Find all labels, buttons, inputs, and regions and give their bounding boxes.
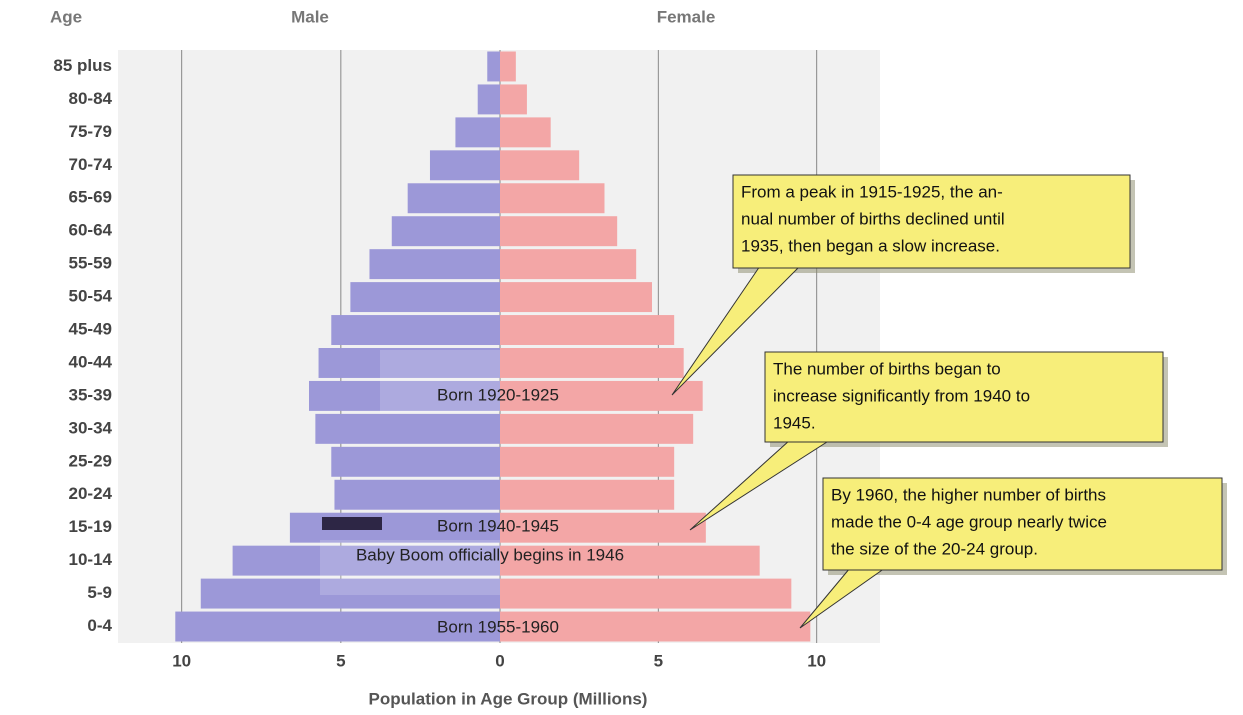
bar xyxy=(500,117,551,148)
x-tick-label: 5 xyxy=(654,651,663,670)
highlight xyxy=(320,540,500,595)
bars xyxy=(175,51,811,642)
overlays xyxy=(320,350,500,595)
bar xyxy=(175,611,501,642)
bar xyxy=(200,578,500,609)
bar xyxy=(500,413,694,444)
bar xyxy=(331,315,500,345)
bar xyxy=(350,282,500,313)
y-tick-label: 5-9 xyxy=(87,583,112,602)
bar xyxy=(477,84,500,115)
bar xyxy=(500,611,811,642)
y-tick-label: 75-79 xyxy=(69,122,112,141)
bar xyxy=(500,183,605,214)
callout-box xyxy=(732,174,1131,269)
y-tick-label: 25-29 xyxy=(69,451,112,470)
y-tick-label: 30-34 xyxy=(69,418,113,437)
callout-text: 1945. xyxy=(773,413,816,432)
bar xyxy=(391,216,500,247)
y-tick-label: 35-39 xyxy=(69,385,112,404)
bar xyxy=(500,380,703,411)
bar xyxy=(500,545,760,576)
bar xyxy=(487,51,500,82)
bar xyxy=(455,117,500,148)
y-tick-label: 80-84 xyxy=(69,89,113,108)
bar xyxy=(500,479,675,510)
bar xyxy=(309,380,500,411)
bar xyxy=(334,479,500,510)
y-tick-label: 85 plus xyxy=(53,56,112,75)
x-tick-label: 10 xyxy=(807,651,826,670)
callout-box xyxy=(764,351,1164,443)
callout-text: made the 0-4 age group nearly twice xyxy=(831,512,1107,531)
bar xyxy=(500,446,675,477)
grid xyxy=(181,50,818,643)
callout-text: From a peak in 1915-1925, the an- xyxy=(741,182,1003,201)
bar xyxy=(429,150,500,181)
y-tick-label: 50-54 xyxy=(69,287,113,306)
bar-label: Born 1920-1925 xyxy=(437,385,559,404)
bar xyxy=(500,348,684,378)
callout-text: increase significantly from 1940 to xyxy=(773,386,1030,405)
bar-label: Baby Boom officially begins in 1946 xyxy=(356,545,624,564)
bar xyxy=(500,51,516,82)
bar xyxy=(369,249,500,280)
bar-label: Born 1955-1960 xyxy=(437,617,559,636)
bar xyxy=(500,315,675,345)
callout-box xyxy=(822,477,1223,571)
y-tick-label: 10-14 xyxy=(69,550,113,569)
bar xyxy=(500,216,618,247)
bar xyxy=(232,545,500,576)
y-tick-label: 65-69 xyxy=(69,188,112,207)
y-tick-label: 55-59 xyxy=(69,254,112,273)
y-tick-label: 60-64 xyxy=(69,221,113,240)
bar xyxy=(500,578,792,609)
bar xyxy=(500,512,706,543)
bar xyxy=(407,183,500,214)
callout-text: the size of the 20-24 group. xyxy=(831,539,1038,558)
callouts: From a peak in 1915-1925, the an-nual nu… xyxy=(671,174,1227,629)
y-tick-label: 70-74 xyxy=(69,155,113,174)
bar xyxy=(500,249,637,280)
legend-female: Female xyxy=(657,7,716,26)
x-tick-label: 5 xyxy=(336,651,345,670)
y-tick-label: 15-19 xyxy=(69,517,112,536)
bar xyxy=(315,413,500,444)
x-axis-title: Population in Age Group (Millions) xyxy=(369,689,648,708)
marker xyxy=(322,517,382,530)
callout-text: The number of births began to xyxy=(773,359,1001,378)
plot-background xyxy=(118,50,880,643)
x-tick-label: 10 xyxy=(172,651,191,670)
y-tick-label: 45-49 xyxy=(69,320,112,339)
y-tick-label: 20-24 xyxy=(69,484,113,503)
callout-text: 1935, then began a slow increase. xyxy=(741,236,1000,255)
y-tick-label: 0-4 xyxy=(87,616,112,635)
bar xyxy=(331,446,500,477)
bar xyxy=(500,84,527,115)
legend-male: Male xyxy=(291,7,329,26)
bar xyxy=(318,348,500,378)
bar xyxy=(500,150,580,181)
bar xyxy=(500,282,652,313)
callout-text: By 1960, the higher number of births xyxy=(831,485,1106,504)
y-tick-label: 40-44 xyxy=(69,352,113,371)
x-tick-label: 0 xyxy=(495,651,504,670)
highlight xyxy=(380,350,500,412)
callout-text: nual number of births declined until xyxy=(741,209,1005,228)
bar-label: Born 1940-1945 xyxy=(437,516,559,535)
y-axis-title: Age xyxy=(50,7,82,26)
